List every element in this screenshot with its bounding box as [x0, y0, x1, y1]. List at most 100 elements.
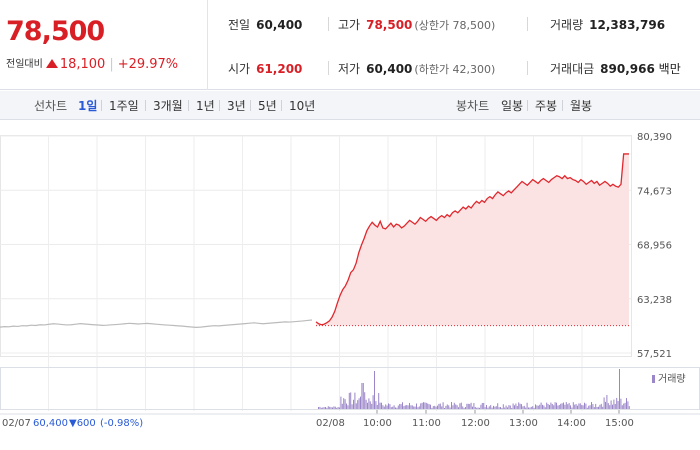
volume-bar: [497, 403, 499, 409]
prev-close-label: 전일: [228, 18, 251, 32]
volume-bar: [495, 406, 497, 409]
line-chart-label[interactable]: 선차트: [34, 99, 68, 113]
volume-bar: [491, 407, 493, 409]
tab-monthly-candle[interactable]: 월봉: [570, 99, 593, 113]
divider: [527, 17, 528, 31]
volume-bar: [599, 404, 601, 409]
volume-bar: [512, 403, 514, 409]
volume-bar: [553, 405, 555, 409]
volume-cell: 거래량 12,383,796: [550, 16, 665, 33]
tab-1day[interactable]: 1일: [78, 99, 98, 113]
volume-bar: [340, 396, 342, 409]
candle-chart-label[interactable]: 봉차트: [456, 99, 490, 113]
chart-period-tabs: 선차트 1일 1주일 3개월 1년 3년 5년 10년 봉차트 일봉 주봉 월봉: [0, 91, 700, 120]
volume-bar: [565, 402, 567, 409]
volume-bar: [557, 405, 559, 409]
volume-bar: [578, 403, 580, 409]
volume-bar: [523, 405, 525, 409]
volume-bar: [327, 406, 329, 409]
volume-bar: [522, 406, 524, 409]
tab-10year[interactable]: 10년: [289, 99, 316, 113]
volume-bar: [592, 404, 594, 409]
volume-bar: [514, 405, 515, 409]
volume-bar: [371, 403, 373, 409]
volume-bar: [574, 404, 576, 409]
volume-bar: [528, 407, 529, 409]
volume-bar: [346, 403, 347, 409]
intraday-price-chart[interactable]: 80,390 74,673 68,956 63,238 57,521 거래량 10:00…: [0, 121, 700, 450]
volume-bar: [409, 402, 410, 409]
volume-bar: [480, 404, 482, 409]
volume-bar: [609, 405, 611, 409]
volume-bar: [605, 401, 606, 409]
volume-bar: [362, 383, 364, 409]
volume-bar: [421, 402, 423, 409]
volume-bar: [620, 398, 622, 409]
volume-bar: [547, 404, 549, 409]
volume-bar: [616, 397, 618, 409]
volume-bar: [431, 407, 433, 409]
volume-bar: [428, 404, 430, 409]
volume-bar: [416, 403, 417, 409]
volume-bar: [414, 406, 416, 409]
open-value: 61,200: [256, 62, 303, 76]
volume-bar: [334, 406, 336, 409]
volume-bar: [319, 406, 321, 409]
volume-bar: [389, 404, 391, 409]
volume-bar: [365, 399, 367, 409]
x-tick-label: 14:00: [557, 418, 586, 429]
volume-bar: [381, 402, 382, 409]
volume-bar: [437, 405, 438, 409]
trade-value-label: 거래대금: [550, 62, 595, 76]
volume-bar: [460, 402, 462, 409]
y-tick-label: 74,673: [637, 186, 672, 197]
prev-day-date: 02/07: [2, 418, 31, 429]
current-price: 78,500: [6, 16, 105, 47]
volume-bar: [501, 407, 503, 409]
tab-daily-candle[interactable]: 일봉: [501, 99, 524, 113]
volume-bar: [526, 402, 528, 409]
prev-day-price-line: [0, 319, 313, 328]
upper-limit: (상한가 78,500): [414, 19, 496, 32]
volume-bar: [407, 405, 409, 409]
volume-bar: [476, 407, 478, 409]
volume-bar: [610, 400, 612, 409]
volume-bar: [554, 402, 556, 409]
volume-bar: [403, 406, 405, 409]
volume-bar: [596, 406, 598, 409]
volume-bar: [348, 392, 350, 409]
tab-5year[interactable]: 5년: [258, 99, 277, 113]
volume-bar: [530, 406, 532, 409]
y-tick-label: 63,238: [637, 295, 672, 306]
volume-bar: [474, 406, 476, 409]
volume-bar: [518, 402, 520, 409]
volume-bar: [448, 405, 450, 409]
volume-bar: [586, 407, 588, 409]
tab-3year[interactable]: 3년: [227, 99, 246, 113]
tab-1year[interactable]: 1년: [196, 99, 215, 113]
volume-bar: [525, 407, 527, 409]
volume-bar: [434, 405, 436, 409]
volume-bar: [487, 407, 489, 409]
change-separator: |: [109, 57, 114, 72]
tab-weekly-candle[interactable]: 주봉: [535, 99, 558, 113]
volume-bar: [393, 405, 395, 409]
volume-bar: [571, 407, 573, 409]
volume-bar: [322, 407, 324, 409]
high-cell: 고가 78,500 (상한가 78,500): [338, 16, 495, 33]
change-amount: 18,100: [59, 57, 106, 72]
volume-bar: [509, 405, 511, 409]
volume-bar: [536, 405, 538, 409]
volume-bar: [413, 406, 415, 409]
volume-bar: [626, 398, 627, 409]
low-label: 저가: [338, 62, 361, 76]
tab-1week[interactable]: 1주일: [109, 99, 139, 113]
volume-bar: [560, 403, 562, 409]
volume-bar: [486, 405, 487, 409]
tab-divider: [145, 100, 146, 111]
volume-bar: [417, 407, 419, 409]
volume-bar: [607, 403, 609, 409]
volume-bar: [515, 403, 517, 409]
volume-bar: [575, 404, 577, 409]
tab-3month[interactable]: 3개월: [153, 99, 183, 113]
